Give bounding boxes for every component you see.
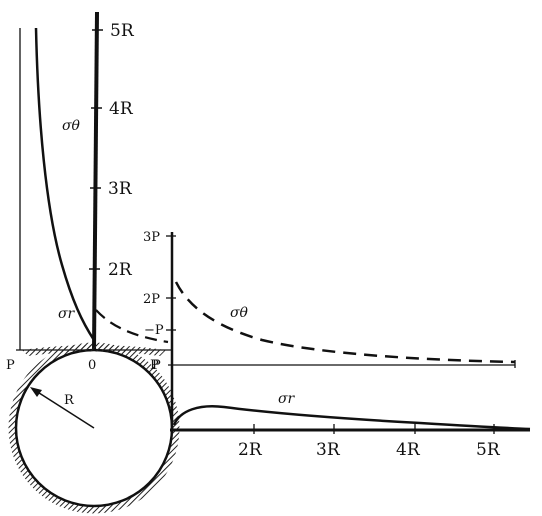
sigma-theta-right-curve xyxy=(174,281,516,364)
stress-tick-label-minus-p: −P xyxy=(144,323,164,338)
stress-tick-label-2p: 2P xyxy=(143,292,160,307)
radius-label: R xyxy=(64,393,75,408)
horizontal-tick-label-3r: 3R xyxy=(316,440,341,460)
vertical-tick-label-3r: 3R xyxy=(108,179,133,199)
sigma-r-right-curve xyxy=(172,405,531,431)
baseline-left-p-label: P xyxy=(6,358,15,373)
baseline-origin-label: 0 xyxy=(88,358,96,373)
horizontal-tick-label-2r: 2R xyxy=(238,440,263,460)
horizontal-tick-label-5r: 5R xyxy=(476,440,501,460)
sigma-r-right-label: σr xyxy=(278,391,296,407)
horizontal-tick-label-4r: 4R xyxy=(396,440,421,460)
sigma-theta-upper-curve xyxy=(34,27,96,341)
baseline-right-p-label: P xyxy=(152,358,161,373)
sigma-theta-upper-label: σθ xyxy=(62,118,81,134)
sigma-r-upper-curve xyxy=(95,309,169,344)
radius-arrowhead xyxy=(30,387,42,397)
vertical-tick-label-2r: 2R xyxy=(108,260,133,280)
vertical-tick-label-5r: 5R xyxy=(110,21,135,41)
vertical-tick-label-4r: 4R xyxy=(109,99,134,119)
sigma-r-upper-label: σr xyxy=(58,306,76,322)
vertical-axis xyxy=(92,11,99,351)
radius-line xyxy=(35,390,95,429)
stress-tick-label-p: P xyxy=(150,358,159,373)
hole-top-hatch xyxy=(22,345,166,356)
sigma-theta-right-label: σθ xyxy=(230,305,249,321)
stress-tick-label-3p: 3P xyxy=(143,230,160,245)
